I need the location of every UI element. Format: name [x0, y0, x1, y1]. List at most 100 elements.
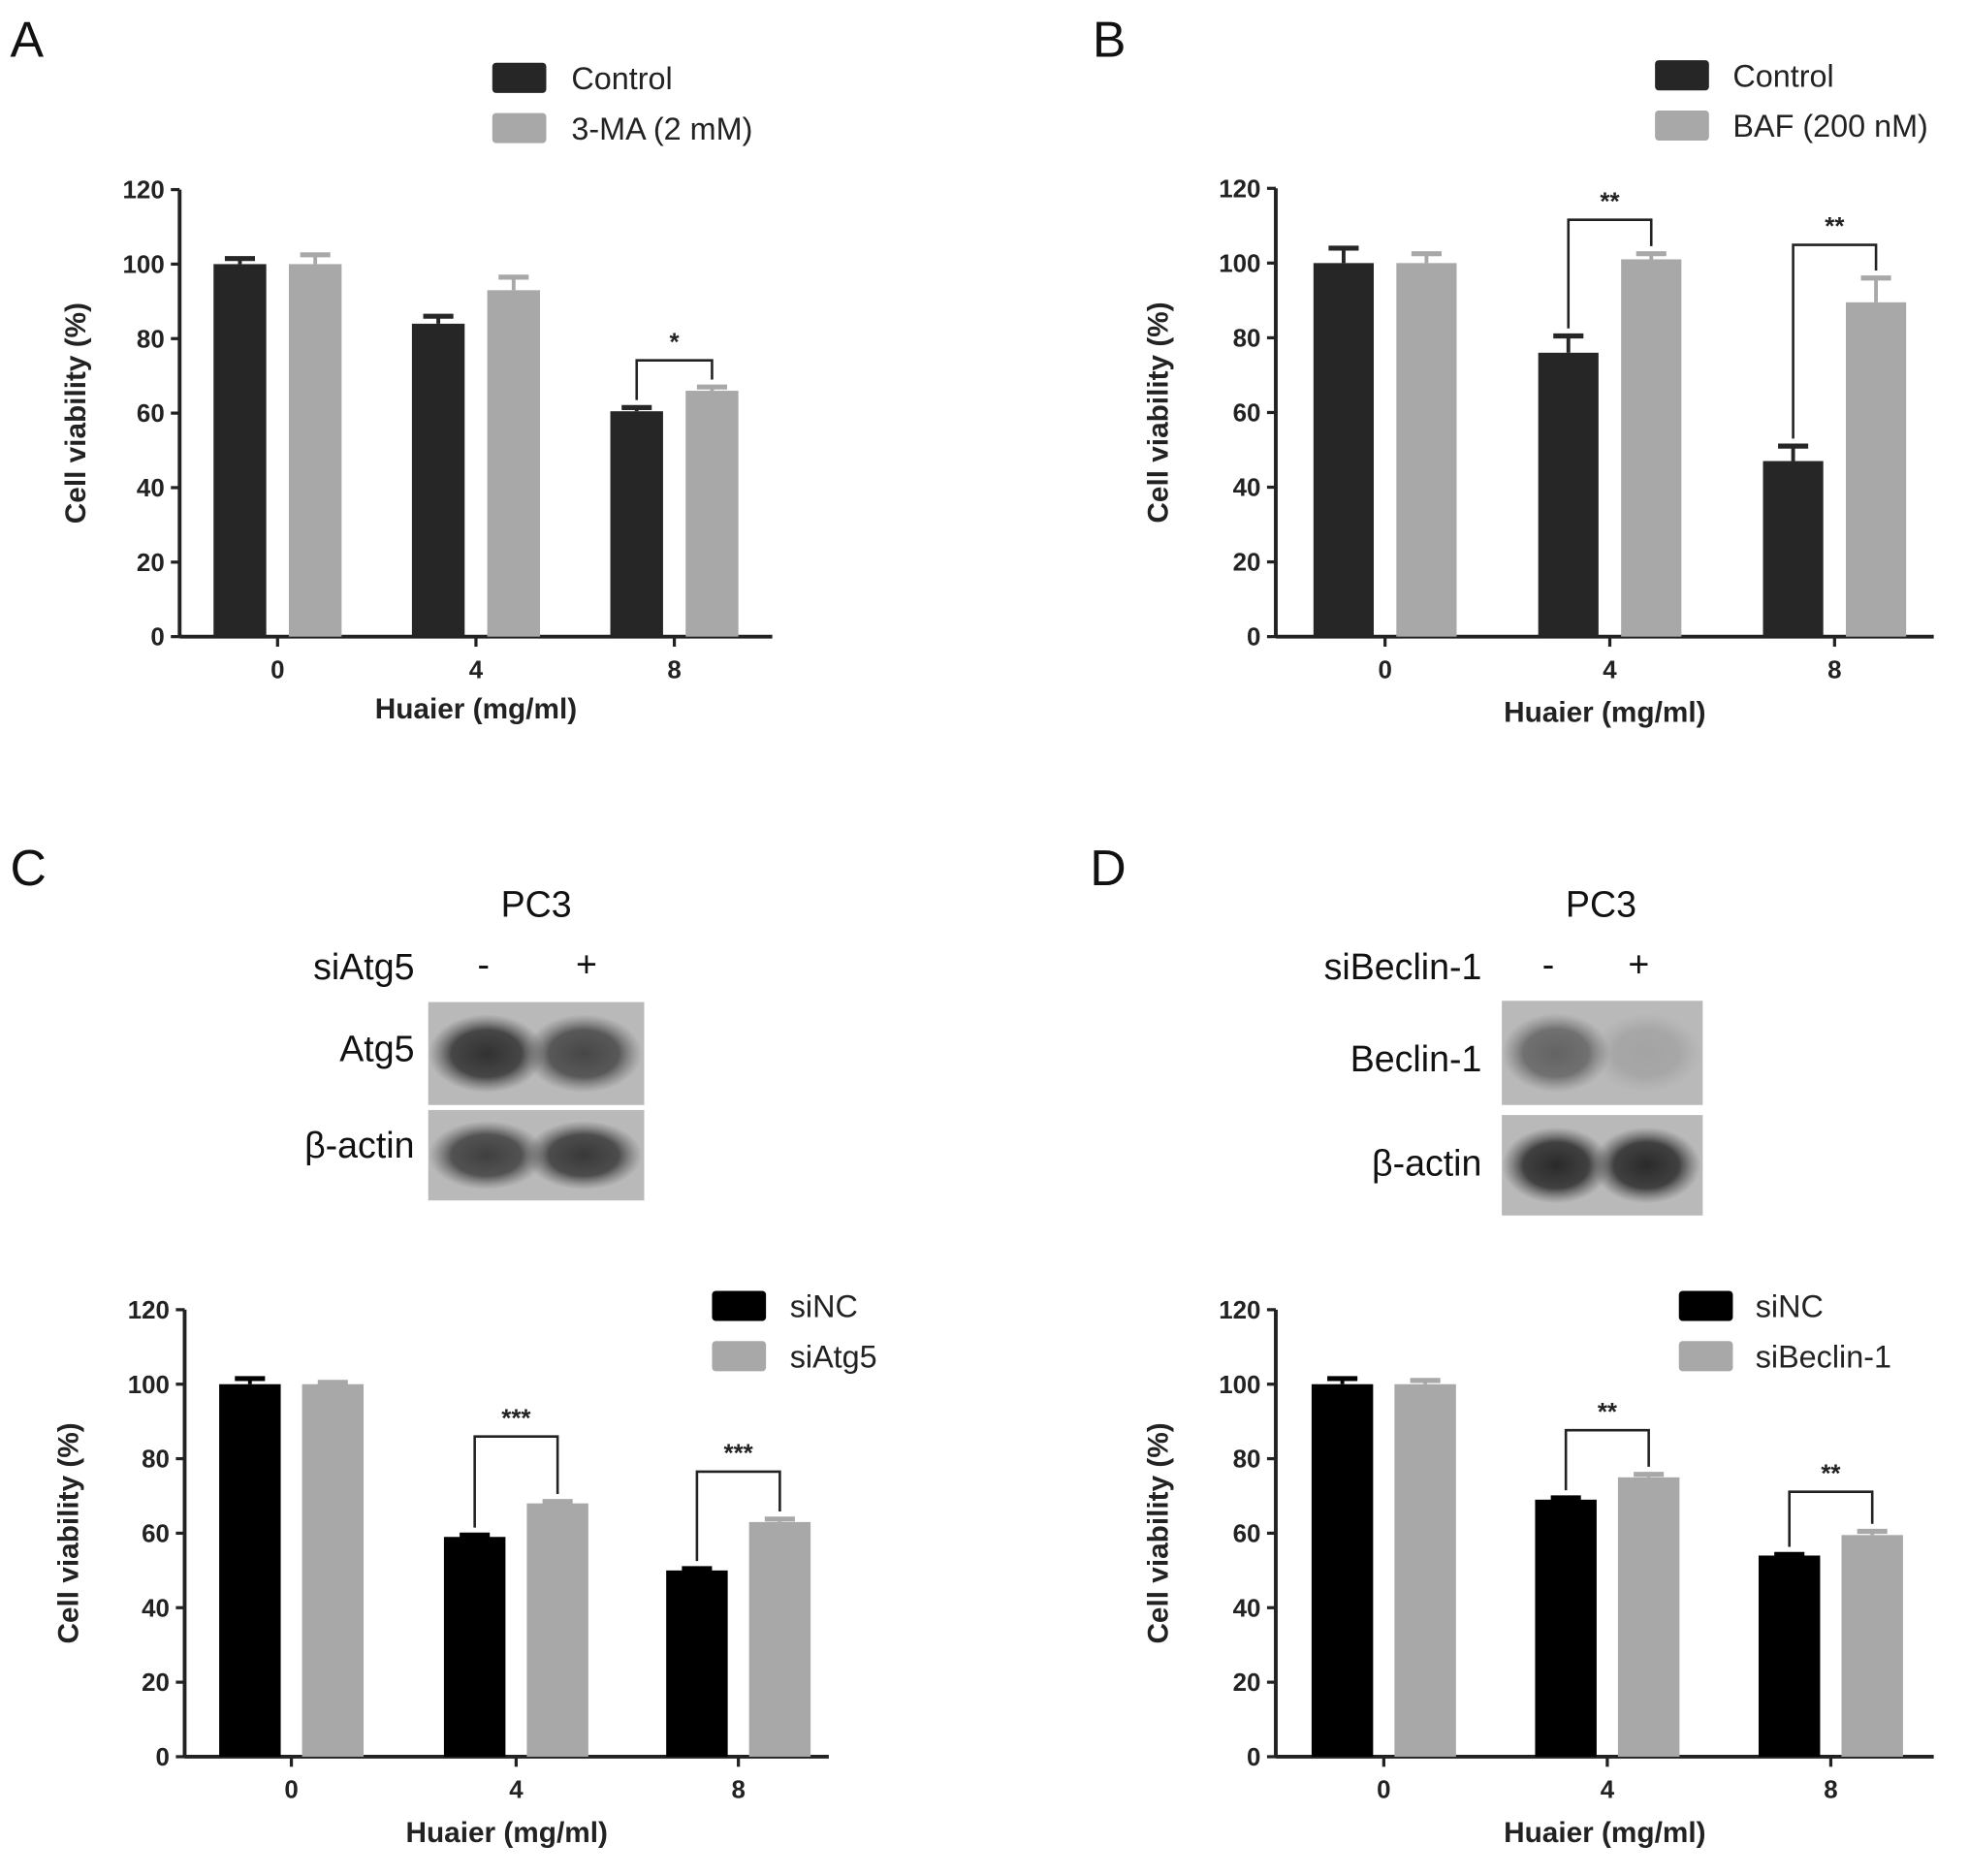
bar-control-4 [1538, 352, 1599, 637]
y-tick-label: 120 [1219, 175, 1260, 203]
x-tick-label: 8 [1827, 656, 1841, 684]
bar-control-0 [1313, 263, 1375, 637]
legend-label: siBeclin-1 [1756, 1339, 1891, 1374]
panel-letter-a: A [10, 11, 44, 67]
x-axis-label: Huaier (mg/ml) [1504, 1817, 1705, 1849]
x-tick-label: 4 [509, 1777, 524, 1804]
legend-label: siNC [790, 1289, 858, 1324]
y-tick-label: 0 [150, 624, 164, 652]
x-tick-label: 0 [1378, 656, 1391, 684]
y-tick-label: 0 [1247, 624, 1260, 652]
x-axis-label: Huaier (mg/ml) [1504, 697, 1705, 729]
treatment-label: siAtg5 [313, 946, 414, 987]
protein-band [524, 1014, 643, 1094]
legend-swatch [1678, 1341, 1733, 1372]
bar-siatg5-4 [526, 1503, 588, 1757]
cell-line-label: PC3 [501, 883, 572, 924]
significance-label: * [670, 329, 681, 356]
bar-siatg5-0 [302, 1383, 365, 1757]
significance-bracket [695, 1470, 781, 1562]
chart-b: 0 20 40 60 80 100 120 0 4 8 Huaier (mg/ml) Cell via… [1143, 58, 1934, 729]
protein-band [428, 1121, 546, 1191]
x-tick-label: 4 [469, 656, 484, 684]
bar-sinc-4 [443, 1537, 506, 1757]
y-tick-label: 60 [1233, 1520, 1261, 1547]
y-tick-label: 60 [137, 400, 165, 428]
panel-letter-d: D [1090, 840, 1126, 896]
significance-bracket [1564, 1428, 1650, 1491]
y-tick-label: 20 [137, 550, 165, 577]
significance-bracket [635, 359, 714, 400]
bar-sinc-0 [219, 1383, 281, 1757]
x-tick-label: 4 [1603, 656, 1617, 684]
protein-label: β-actin [1372, 1142, 1481, 1183]
bar-sinc-8 [1758, 1555, 1821, 1757]
lane-label: + [576, 944, 597, 985]
y-tick-label: 20 [1233, 550, 1261, 577]
legend-label: Control [1732, 58, 1833, 93]
y-tick-label: 40 [1233, 1595, 1261, 1622]
legend-label: BAF (200 nM) [1732, 109, 1927, 143]
x-tick-label: 0 [284, 1777, 298, 1804]
x-tick-label: 8 [1824, 1777, 1837, 1804]
significance-bracket [1567, 218, 1653, 329]
protein-label: β-actin [304, 1125, 414, 1165]
legend-label: Control [571, 61, 672, 96]
protein-band [1502, 1013, 1611, 1093]
y-tick-label: 60 [1233, 400, 1261, 428]
y-axis-label: Cell viability (%) [1143, 302, 1175, 523]
protein-band [524, 1121, 643, 1191]
y-tick-label: 40 [137, 475, 165, 502]
y-tick-label: 100 [1219, 1372, 1260, 1399]
y-tick-label: 80 [1233, 325, 1261, 352]
bar-3-ma-2-mm--0 [288, 264, 342, 637]
panel-letter-c: C [10, 840, 46, 896]
protein-band [428, 1014, 546, 1094]
bar-baf-200-nm--0 [1396, 263, 1457, 637]
significance-bracket [473, 1435, 559, 1528]
y-tick-label: 40 [1233, 475, 1261, 502]
protein-band [1592, 1127, 1701, 1204]
bar-sibeclin-1-0 [1394, 1383, 1456, 1757]
legend-swatch [712, 1341, 767, 1372]
legend-label: 3-MA (2 mM) [571, 111, 752, 146]
y-tick-label: 100 [128, 1372, 170, 1399]
x-tick-label: 4 [1601, 1777, 1615, 1804]
bar-control-4 [411, 323, 465, 637]
significance-label: ** [1825, 213, 1845, 240]
significance-label: ** [1600, 188, 1620, 215]
legend-swatch [1678, 1290, 1733, 1321]
bar-control-8 [1763, 461, 1824, 637]
bar-sinc-8 [666, 1570, 728, 1757]
protein-band [1502, 1127, 1611, 1204]
significance-label: ** [1598, 1399, 1618, 1426]
y-tick-label: 120 [123, 177, 165, 205]
bar-siatg5-8 [748, 1521, 811, 1757]
western-blot-c: PC3 siAtg5 - + Atg5 β-actin [304, 883, 645, 1201]
lane-label: + [1628, 944, 1649, 985]
bar-sibeclin-1-4 [1617, 1477, 1680, 1757]
chart-a: 0 20 40 60 80 100 120 0 4 8 Huaier (mg/ml) Cell via… [60, 61, 773, 725]
chart-c: 0 20 40 60 80 100 120 0 4 8 Huaier (mg/ml) Cell via… [52, 1289, 876, 1849]
bar-control-8 [610, 411, 663, 637]
y-tick-label: 80 [1233, 1447, 1261, 1474]
treatment-label: siBeclin-1 [1324, 946, 1482, 987]
legend-swatch [1655, 60, 1709, 91]
x-tick-label: 8 [667, 656, 681, 684]
x-axis-label: Huaier (mg/ml) [405, 1817, 607, 1849]
y-tick-label: 0 [1247, 1744, 1260, 1771]
protein-label: Beclin-1 [1350, 1038, 1482, 1079]
y-axis-label: Cell viability (%) [1143, 1422, 1175, 1643]
western-blot-d: PC3 siBeclin-1 - + Beclin-1 β-actin [1324, 883, 1703, 1216]
legend-swatch [712, 1290, 767, 1321]
significance-label: ** [1821, 1460, 1841, 1487]
legend-label: siNC [1756, 1289, 1824, 1324]
y-tick-label: 0 [156, 1744, 170, 1771]
y-tick-label: 100 [1219, 250, 1260, 277]
bar-sinc-4 [1535, 1499, 1597, 1757]
cell-line-label: PC3 [1566, 883, 1636, 924]
protein-band [1592, 1013, 1701, 1093]
bar-3-ma-2-mm--4 [487, 290, 541, 637]
y-tick-label: 80 [137, 326, 165, 353]
